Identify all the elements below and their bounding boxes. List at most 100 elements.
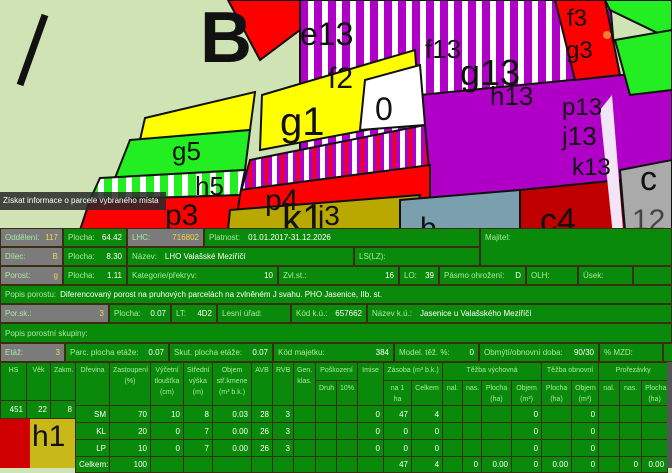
label: Plocha: [68,271,95,280]
cell: LP [75,439,110,457]
cell: 0 [410,439,444,457]
porost-field: Porost: g [0,266,63,285]
header-poskozeni: Poškození [315,362,358,381]
mzd-field: % MZD: [599,343,663,362]
cell: 0.00 [481,456,513,473]
cell [641,439,669,457]
header-vycetni: Výčetní tloušťka (cm) [150,362,184,406]
label: Název k.ú.: [372,309,413,318]
forest-map[interactable]: B e13 f13 g13 h13 p13 j13 k13 f3 g3 f2 g… [0,0,672,230]
value: 117 [45,233,58,242]
cell [293,422,316,440]
map-label: j3 [317,200,340,230]
cell [598,405,621,423]
cell: 0 [571,439,600,457]
cell: 451 [0,400,27,419]
map-label: g13 [460,52,520,93]
value: 4D2 [197,309,212,318]
skut-plocha-field: Skut. plocha etáže: 0.07 [169,343,273,362]
cell [315,405,337,423]
cell: 0.00 [541,456,573,473]
arrow-indicator [600,95,623,230]
table-row: KL 20 0 7 0.00 26 3 0 0 0 0 0 [75,422,669,440]
header-zakm: Zakm. [50,362,76,401]
cell [251,456,273,473]
zvlst-field: Zvl.st.: 16 [278,266,399,285]
dilec-plocha-field: Plocha: 8.30 [63,247,127,266]
cell: 0 [511,439,543,457]
cell [183,456,213,473]
cell: 0 [511,405,543,423]
header-objem-m3: Objem (m³) [571,380,600,406]
value: 10 [264,271,273,280]
header-prorezavky: Prořezávky [598,362,669,381]
empty-field [633,266,672,285]
cell [357,456,384,473]
label: LT: [176,309,187,318]
lt-field: LT: 4D2 [171,304,217,323]
cell [150,456,184,473]
map-label: g5 [172,136,201,166]
kod-majetku-field: Kód majetku: 384 [273,343,394,362]
header-gen: Gen. klas. [293,362,316,406]
popis-skupiny-field: Popis porostní skupiny: [0,323,672,343]
cell: 0 [383,439,412,457]
kod-ku-field: Kód k.ú.: 657662 [291,304,367,323]
table-row: LP 10 0 7 0.00 26 3 0 0 0 0 0 [75,439,669,457]
header-hs: HS [0,362,27,401]
label: Parc. plocha etáže: [70,348,139,357]
map-label: p4 [265,184,298,217]
label: Skut. plocha etáže: [174,348,243,357]
cell: 28 [251,405,273,423]
label: Popis porostu: [5,290,57,299]
header-nas: nas. [619,380,643,406]
cell: 4 [410,456,444,473]
value: D [515,271,521,280]
cell [315,422,337,440]
cell [336,405,358,423]
label: Zvl.st.: [283,271,307,280]
cell [481,405,513,423]
cell [462,439,483,457]
cell [442,439,464,457]
lo-field: LO: 39 [399,266,439,285]
model-tez-field: Model. těž. %: 0 [394,343,479,362]
cell: SM [75,405,110,423]
value: 0 [469,348,474,357]
header-tezba-vychovna: Těžba výchovná [442,362,543,381]
header-tezba-obnovni: Těžba obnovní [541,362,600,381]
value: Jasenice u Valašského Meziříčí [420,309,532,318]
map-label: f3 [567,5,587,32]
cell [442,456,464,473]
cell [336,439,358,457]
header-plocha: Plocha (ha) [541,380,573,406]
header-plocha: Plocha (ha) [641,380,669,406]
table-row: SM 70 10 8 0.03 28 3 0 47 4 0 0 [75,405,669,423]
scrollbar[interactable] [667,362,672,468]
cell [619,405,643,423]
header-celkem: Celkem [410,380,444,406]
nazev-ku-field: Název k.ú.: Jasenice u Valašského Meziříč… [367,304,672,323]
oddeleni-field: Oddělení: 117 [0,228,63,247]
header-druh: Druh [315,380,337,406]
cell: 8 [50,400,76,419]
map-label: g1 [280,100,325,144]
map-label: c [640,160,657,198]
cell: 0 [511,456,543,473]
cell: 0 [619,456,643,473]
cell [272,456,294,473]
header-objem-m3: Objem (m³) [511,380,543,406]
label: Kód k.ú.: [296,309,328,318]
value: 01.01.2017-31.12.2026 [248,233,331,242]
label: % MZD: [604,348,633,357]
kategorie-field: Kategorie/překryv: 10 [127,266,278,285]
cell: 20 [109,422,151,440]
cell: 0 [383,422,412,440]
porost-plocha-field: Plocha: 1.11 [63,266,127,285]
cell: 0 [571,405,600,423]
cell [293,405,316,423]
platnost-field: Platnost: 01.01.2017-31.12.2026 [204,228,480,247]
obmyti-field: Obmýtí/obnovní doba: 90/30 [479,343,599,362]
cell [598,456,621,473]
cell: 0 [150,439,184,457]
